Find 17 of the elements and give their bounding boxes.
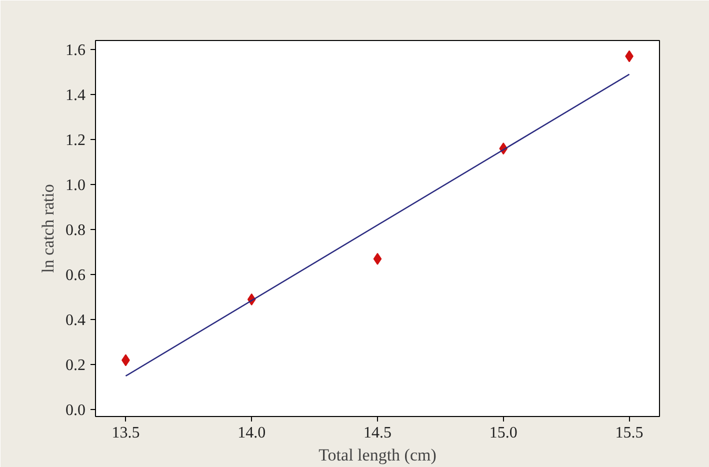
x-axis-title: Total length (cm) bbox=[318, 446, 436, 464]
y-tick-label: 1.0 bbox=[66, 177, 86, 194]
y-tick-label: 0.2 bbox=[66, 357, 86, 374]
point bbox=[373, 252, 382, 265]
y-tick-label: 1.6 bbox=[66, 42, 86, 60]
x-tick-label: 15.0 bbox=[489, 424, 518, 442]
y-tick-label: 0.8 bbox=[66, 222, 86, 240]
x-tick-label: 14.0 bbox=[238, 424, 266, 442]
x-tick-label: 13.5 bbox=[112, 424, 140, 442]
y-axis-title: ln catch ratio bbox=[38, 184, 58, 273]
y-tick-label: 1.2 bbox=[66, 132, 86, 150]
x-tick-label: 14.5 bbox=[364, 424, 392, 442]
y-tick-label: 0.4 bbox=[66, 312, 86, 330]
y-tick-label: 0.0 bbox=[66, 402, 86, 420]
y-tick-label: 1.4 bbox=[66, 87, 86, 104]
y-tick-label: 0.6 bbox=[66, 267, 86, 284]
x-tick-label: 15.5 bbox=[615, 424, 644, 442]
